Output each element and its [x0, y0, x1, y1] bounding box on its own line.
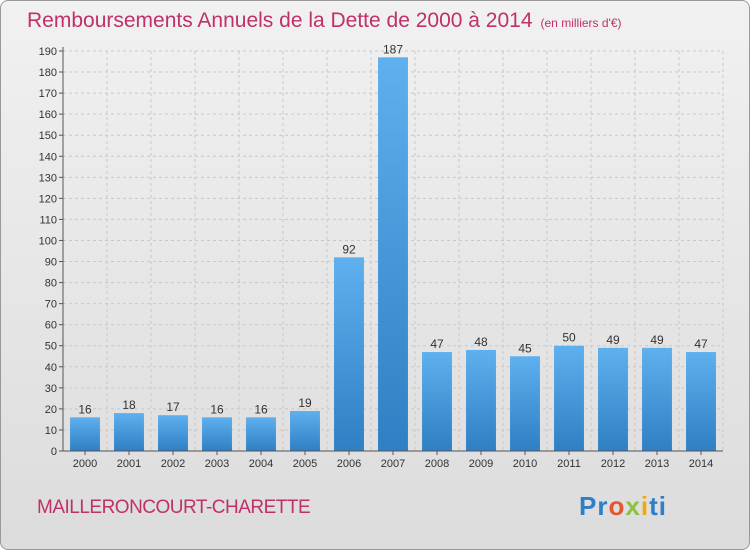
y-tick-label: 10 — [45, 425, 57, 437]
data-label: 47 — [430, 337, 444, 351]
y-tick-label: 130 — [39, 172, 57, 184]
y-tick-label: 110 — [39, 214, 57, 226]
bar — [466, 349, 496, 451]
data-label: 47 — [694, 337, 708, 351]
data-label: 16 — [210, 402, 224, 416]
y-tick-label: 120 — [39, 193, 57, 205]
y-tick-label: 100 — [39, 235, 57, 247]
bar — [334, 257, 364, 451]
bar — [246, 417, 276, 451]
bar — [202, 417, 232, 451]
chart-title-text: Remboursements Annuels de la Dette de 20… — [27, 9, 533, 32]
data-label: 48 — [474, 335, 488, 349]
y-tick-label: 30 — [45, 383, 57, 395]
y-tick-label: 150 — [39, 130, 57, 142]
x-tick-label: 2004 — [249, 458, 273, 470]
y-tick-label: 80 — [45, 278, 57, 290]
y-tick-label: 60 — [45, 320, 57, 332]
x-tick-label: 2000 — [73, 458, 97, 470]
data-label: 50 — [562, 331, 576, 345]
bar — [642, 347, 672, 451]
x-tick-label: 2011 — [557, 458, 581, 470]
data-label: 45 — [518, 341, 532, 355]
y-tick-label: 190 — [39, 46, 57, 58]
bar — [510, 356, 540, 451]
chart-title: Remboursements Annuels de la Dette de 20… — [27, 9, 622, 33]
x-tick-label: 2013 — [645, 458, 669, 470]
data-label: 187 — [383, 42, 403, 56]
bar — [70, 417, 100, 451]
x-tick-label: 2012 — [601, 458, 625, 470]
bar — [114, 413, 144, 451]
y-tick-label: 140 — [39, 151, 57, 163]
bar — [598, 347, 628, 451]
proxiti-logo: Proxiti — [579, 491, 667, 521]
bar — [686, 352, 716, 451]
x-tick-label: 2006 — [337, 458, 361, 470]
axes: 0 10 20 30 40 50 60 70 80 90 100 110 120 130 140 150 160… — [39, 46, 723, 470]
data-label: 49 — [650, 333, 664, 347]
x-tick-label: 2009 — [469, 458, 493, 470]
x-tick-label: 2003 — [205, 458, 229, 470]
y-tick-label: 50 — [45, 341, 57, 353]
y-tick-label: 0 — [51, 446, 57, 458]
bars: 16 18 17 16 16 19 92 187 47 48 45 50 49 49 47 — [70, 42, 716, 451]
y-tick-label: 20 — [45, 404, 57, 416]
data-label: 49 — [606, 333, 620, 347]
y-tick-label: 90 — [45, 257, 57, 269]
data-label: 18 — [122, 398, 136, 412]
y-tick-label: 160 — [39, 109, 57, 121]
x-tick-label: 2010 — [513, 458, 537, 470]
data-label: 19 — [298, 396, 312, 410]
x-tick-label: 2007 — [381, 458, 405, 470]
bar — [378, 57, 408, 451]
x-tick-label: 2002 — [161, 458, 185, 470]
data-label: 16 — [254, 402, 268, 416]
bar — [290, 411, 320, 451]
x-tick-label: 2008 — [425, 458, 449, 470]
chart-unit: (en milliers d'€) — [540, 16, 622, 30]
town-name: MAILLERONCOURT-CHARETTE — [37, 497, 311, 518]
y-tick-label: 40 — [45, 362, 57, 374]
bar — [158, 415, 188, 451]
bar — [422, 352, 452, 451]
x-tick-label: 2001 — [117, 458, 141, 470]
x-tick-label: 2005 — [293, 458, 317, 470]
y-tick-label: 70 — [45, 299, 57, 311]
x-tick-label: 2014 — [689, 458, 713, 470]
data-label: 17 — [166, 400, 180, 414]
y-tick-label: 170 — [39, 88, 57, 100]
y-tick-label: 180 — [39, 67, 57, 79]
data-label: 16 — [78, 402, 92, 416]
data-label: 92 — [342, 242, 356, 256]
bar — [554, 345, 584, 451]
